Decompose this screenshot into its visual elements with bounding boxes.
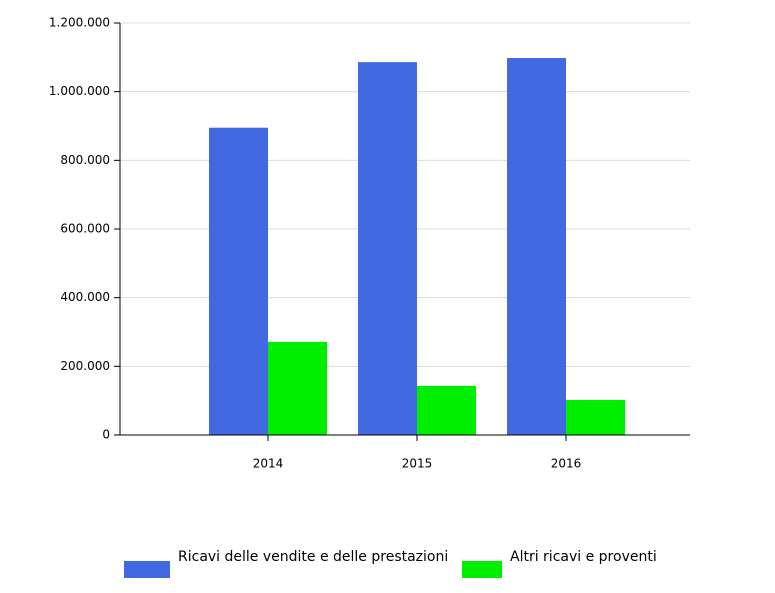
legend-swatch [124, 561, 170, 578]
y-tick-label: 200.000 [60, 359, 110, 373]
bar [566, 399, 625, 435]
y-tick-label: 400.000 [60, 290, 110, 304]
x-tick-label: 2015 [402, 457, 433, 471]
bar [268, 341, 327, 435]
legend-label: Altri ricavi e proventi [510, 549, 657, 565]
y-tick-label: 800.000 [60, 153, 110, 167]
bar [507, 58, 566, 436]
legend-label: Ricavi delle vendite e delle prestazioni [178, 549, 449, 565]
y-tick-label: 600.000 [60, 222, 110, 236]
x-tick-label: 2014 [253, 457, 284, 471]
legend-swatch [462, 561, 502, 578]
bar [209, 127, 268, 435]
bar [417, 385, 476, 435]
y-tick-label: 1.000.000 [49, 84, 110, 98]
y-tick-label: 1.200.000 [49, 16, 110, 30]
x-tick-label: 2016 [551, 457, 582, 471]
bar [358, 62, 417, 435]
y-tick-label: 0 [102, 428, 110, 442]
